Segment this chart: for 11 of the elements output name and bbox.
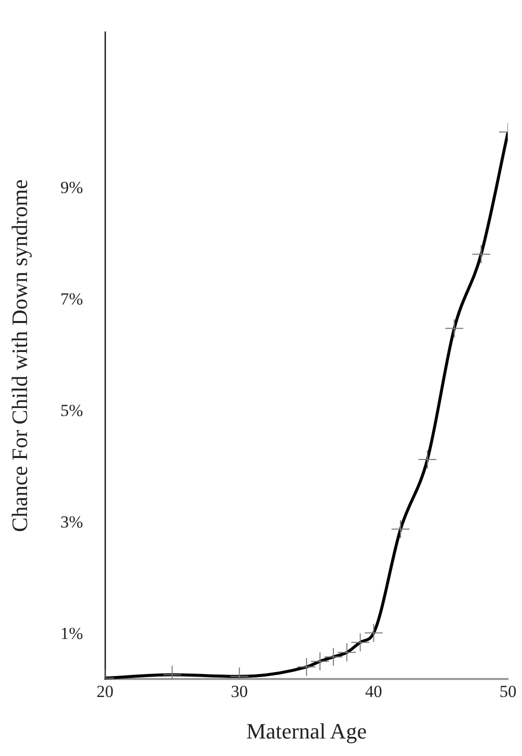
x-tick-label: 50 bbox=[500, 682, 516, 701]
y-tick-label: 9% bbox=[60, 178, 84, 197]
x-tick-label: 30 bbox=[230, 682, 248, 701]
x-tick-label: 40 bbox=[365, 682, 382, 701]
y-axis-title: Chance For Child with Down syndrome bbox=[6, 179, 32, 532]
y-tick-label: 3% bbox=[60, 512, 84, 532]
x-tick-label: 20 bbox=[96, 682, 114, 701]
y-tick-label: 1% bbox=[60, 624, 84, 644]
y-tick-label: 7% bbox=[60, 289, 84, 308]
x-axis-title: Maternal Age bbox=[246, 718, 367, 744]
y-tick-label: 5% bbox=[60, 400, 84, 420]
